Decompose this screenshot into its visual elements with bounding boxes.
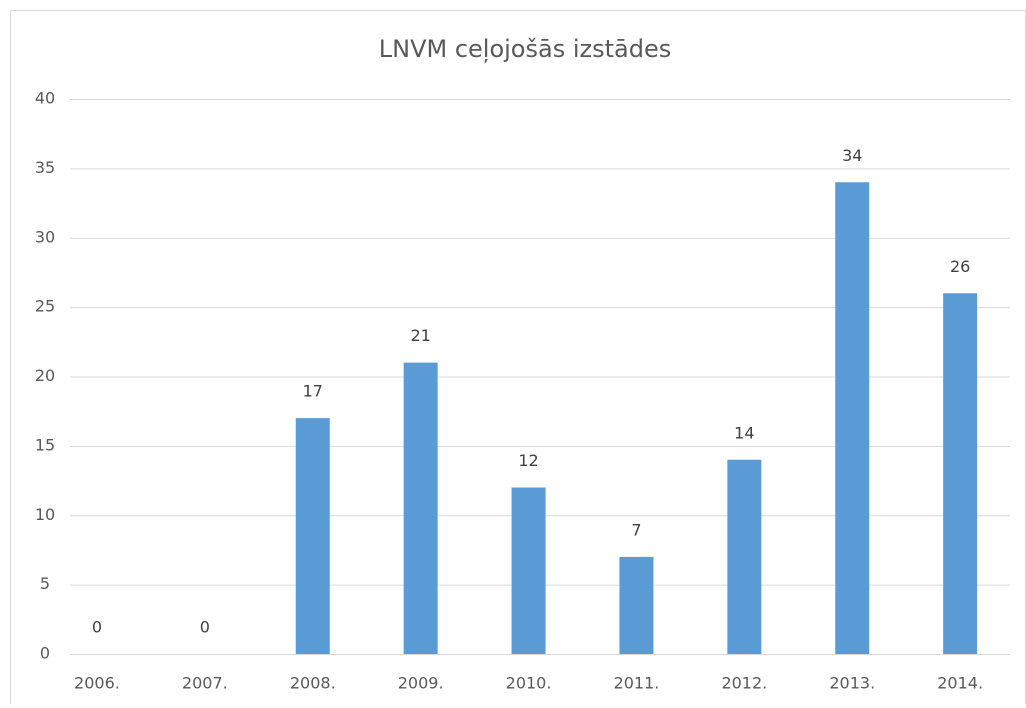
data-label: 17 <box>303 382 323 401</box>
x-tick-label: 2012. <box>721 674 767 693</box>
y-tick-label: 10 <box>35 505 55 524</box>
x-tick-label: 2009. <box>398 674 444 693</box>
y-tick-label: 25 <box>35 297 55 316</box>
x-tick-label: 2008. <box>290 674 336 693</box>
chart-title: LNVM ceļojošās izstādes <box>379 35 671 63</box>
y-tick-label: 30 <box>35 227 55 246</box>
bar <box>511 487 546 654</box>
bar <box>727 459 762 654</box>
x-tick-label: 2007. <box>182 674 228 693</box>
data-label: 34 <box>842 146 862 165</box>
bar <box>835 182 870 654</box>
y-tick-label: 15 <box>35 435 55 454</box>
x-tick-label: 2014. <box>937 674 983 693</box>
y-tick-label: 5 <box>40 574 50 593</box>
data-label: 26 <box>950 257 970 276</box>
x-tick-label: 2011. <box>614 674 660 693</box>
y-tick-label: 35 <box>35 158 55 177</box>
bar <box>943 293 978 654</box>
bar <box>403 362 438 654</box>
x-tick-label: 2013. <box>829 674 875 693</box>
data-label: 14 <box>734 423 754 442</box>
y-tick-label: 40 <box>35 89 55 108</box>
bar <box>619 556 654 654</box>
x-tick-label: 2010. <box>506 674 552 693</box>
x-tick-label: 2006. <box>74 674 120 693</box>
y-tick-label: 0 <box>40 644 50 663</box>
data-label: 0 <box>200 618 210 637</box>
y-tick-label: 20 <box>35 366 55 385</box>
data-label: 0 <box>92 618 102 637</box>
data-label: 12 <box>518 451 538 470</box>
bar <box>295 418 330 654</box>
data-label: 7 <box>631 520 641 539</box>
data-label: 21 <box>410 326 430 345</box>
